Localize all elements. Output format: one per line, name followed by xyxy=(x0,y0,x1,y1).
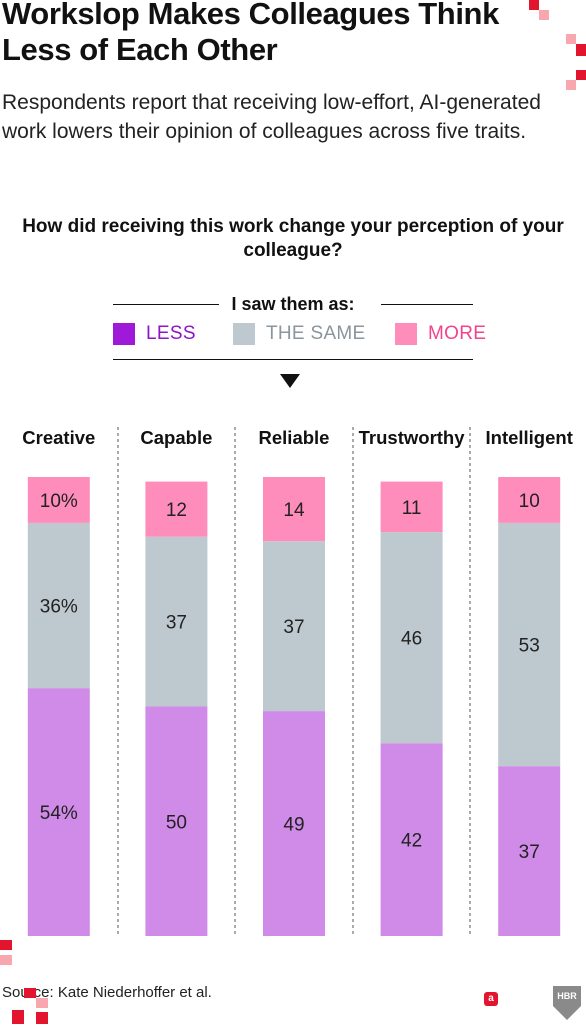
data-label-creative-the-same: 36% xyxy=(40,597,78,618)
data-label-trustworthy-the-same: 46 xyxy=(401,629,422,650)
data-label-trustworthy-more: 11 xyxy=(402,498,422,519)
bar-segment-creative-more xyxy=(27,477,90,523)
category-label-intelligent: Intelligent xyxy=(486,427,573,448)
decor-pixel-square xyxy=(0,955,12,965)
legend-swatch-same xyxy=(233,323,255,345)
data-label-capable-less: 50 xyxy=(166,812,187,833)
category-label-capable: Capable xyxy=(140,427,212,448)
bar-segment-capable-more xyxy=(145,481,208,537)
data-label-reliable-more: 14 xyxy=(283,500,305,521)
legend-swatch-more xyxy=(395,323,417,345)
bar-segment-creative-the-same xyxy=(27,522,90,689)
bar-segment-capable-less xyxy=(145,706,208,936)
bar-segment-intelligent-more xyxy=(498,477,561,523)
brand-badge: a xyxy=(484,992,498,1006)
bar-segment-intelligent-less xyxy=(498,766,561,936)
legend-heading-line-right xyxy=(381,304,473,305)
category-label-creative: Creative xyxy=(22,427,95,448)
hbr-logo: HBR xyxy=(553,986,581,1020)
legend-label-less: LESS xyxy=(146,323,196,344)
bar-segment-creative-less xyxy=(27,688,90,936)
down-arrow-icon xyxy=(280,374,300,388)
data-label-creative-less: 54% xyxy=(40,803,78,824)
legend-heading: I saw them as: xyxy=(113,292,473,316)
data-label-reliable-the-same: 37 xyxy=(283,617,304,638)
survey-question: How did receiving this work change your … xyxy=(22,216,564,261)
bar-segment-trustworthy-less xyxy=(380,743,443,936)
data-label-creative-more: 10% xyxy=(40,491,78,512)
chart-title: Workslop Makes Colleagues Think Less of … xyxy=(2,0,499,67)
decor-pixel-square xyxy=(0,940,12,950)
decor-pixel-square xyxy=(539,10,549,20)
data-label-intelligent-more: 10 xyxy=(519,491,540,512)
bar-segment-reliable-more xyxy=(263,477,325,542)
stacked-bar-chart: Creative 54% 36% 10% Capable 50 37 12 Reliable 49… xyxy=(22,427,573,937)
bar-segment-trustworthy-more xyxy=(380,481,443,533)
legend-heading-line-left xyxy=(113,304,219,305)
hbr-shield-icon xyxy=(553,986,581,1020)
decor-pixel-square xyxy=(36,998,48,1008)
legend-heading-text: I saw them as: xyxy=(231,294,355,314)
bar-segment-capable-the-same xyxy=(145,536,208,707)
decor-pixel-square xyxy=(12,1010,24,1024)
legend-divider xyxy=(113,359,473,360)
decor-pixel-square xyxy=(24,988,36,998)
data-label-intelligent-the-same: 53 xyxy=(519,636,540,657)
decor-pixel-square xyxy=(566,80,576,90)
data-label-intelligent-less: 37 xyxy=(519,842,540,863)
category-label-trustworthy: Trustworthy xyxy=(359,427,466,448)
bar-segment-trustworthy-the-same xyxy=(380,532,443,744)
bar-segment-reliable-the-same xyxy=(263,541,325,712)
decor-pixel-square xyxy=(36,1012,48,1024)
decor-pixel-square xyxy=(529,0,539,10)
data-label-capable-the-same: 37 xyxy=(166,613,187,634)
hbr-logo-text: HBR xyxy=(557,991,577,1001)
chart-subtitle: Respondents report that receiving low-ef… xyxy=(2,91,541,143)
decor-pixel-square xyxy=(576,70,586,80)
bar-segment-intelligent-the-same xyxy=(498,522,561,767)
legend: LESS THE SAME MORE xyxy=(113,320,487,348)
data-label-reliable-less: 49 xyxy=(283,815,304,836)
data-label-capable-more: 12 xyxy=(166,500,187,521)
legend-label-more: MORE xyxy=(428,323,487,344)
source-note: Source: Kate Niederhoffer et al. xyxy=(2,984,212,1001)
category-label-reliable: Reliable xyxy=(259,427,330,448)
bar-segment-reliable-less xyxy=(263,711,325,936)
decor-pixel-square xyxy=(566,34,576,44)
legend-label-same: THE SAME xyxy=(266,323,366,344)
data-label-trustworthy-less: 42 xyxy=(401,831,422,852)
decor-pixel-square xyxy=(576,44,586,56)
legend-swatch-less xyxy=(113,323,135,345)
